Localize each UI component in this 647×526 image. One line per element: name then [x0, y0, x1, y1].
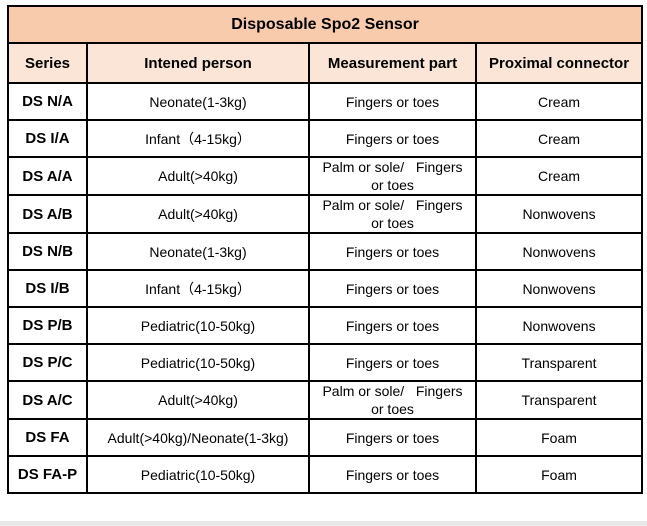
- cell-proximal-connector: Cream: [474, 82, 644, 121]
- table-row: DS N/A Neonate(1-3kg) Fingers or toes Cr…: [7, 82, 644, 121]
- bottom-strip: [0, 521, 647, 526]
- cell-series: DS FA-P: [7, 455, 88, 494]
- cell-intended-person: Adult(>40kg): [86, 380, 310, 420]
- cell-intended-person: Adult(>40kg)/Neonate(1-3kg): [86, 418, 310, 457]
- cell-intended-person: Infant（4-15kg）: [86, 119, 310, 158]
- cell-proximal-connector: Nonwovens: [474, 232, 644, 271]
- cell-proximal-connector: Nonwovens: [474, 306, 644, 345]
- cell-intended-person: Infant（4-15kg）: [86, 269, 310, 308]
- cell-series: DS A/B: [7, 194, 88, 234]
- cell-series: DS P/B: [7, 306, 88, 345]
- table-title: Disposable Spo2 Sensor: [6, 5, 644, 44]
- table-row: DS P/B Pediatric(10-50kg) Fingers or toe…: [7, 306, 644, 345]
- cell-series: DS A/C: [7, 380, 88, 420]
- cell-measurement-part: Fingers or toes: [308, 343, 477, 382]
- cell-measurement-part: Palm or sole/ Fingers or toes: [308, 156, 477, 196]
- cell-proximal-connector: Nonwovens: [474, 194, 644, 234]
- cell-intended-person: Neonate(1-3kg): [86, 232, 310, 271]
- cell-series: DS N/B: [7, 232, 88, 271]
- cell-series: DS P/C: [7, 343, 88, 382]
- cell-measurement-part: Fingers or toes: [308, 269, 477, 308]
- cell-proximal-connector: Foam: [474, 455, 644, 494]
- cell-proximal-connector: Foam: [474, 418, 644, 457]
- cell-proximal-connector: Cream: [474, 119, 644, 158]
- cell-intended-person: Adult(>40kg): [86, 194, 310, 234]
- table-row: DS N/B Neonate(1-3kg) Fingers or toes No…: [7, 232, 644, 271]
- cell-proximal-connector: Transparent: [474, 343, 644, 382]
- table-row: DS FA-P Pediatric(10-50kg) Fingers or to…: [7, 455, 644, 494]
- table-row: DS I/B Infant（4-15kg） Fingers or toes No…: [7, 269, 644, 308]
- cell-measurement-part: Fingers or toes: [308, 232, 477, 271]
- cell-measurement-part: Fingers or toes: [308, 119, 477, 158]
- column-header-measurement-part: Measurement part: [308, 42, 477, 84]
- cell-measurement-part: Palm or sole/ Fingers or toes: [308, 380, 477, 420]
- cell-series: DS FA: [7, 418, 88, 457]
- cell-measurement-part: Fingers or toes: [308, 418, 477, 457]
- cell-proximal-connector: Cream: [474, 156, 644, 196]
- cell-series: DS I/A: [7, 119, 88, 158]
- table-row: DS FA Adult(>40kg)/Neonate(1-3kg) Finger…: [7, 418, 644, 457]
- cell-proximal-connector: Transparent: [474, 380, 644, 420]
- cell-measurement-part: Fingers or toes: [308, 455, 477, 494]
- spo2-sensor-table: Disposable Spo2 Sensor Series Intened pe…: [6, 5, 644, 494]
- cell-intended-person: Adult(>40kg): [86, 156, 310, 196]
- cell-series: DS A/A: [7, 156, 88, 196]
- table-row: DS P/C Pediatric(10-50kg) Fingers or toe…: [7, 343, 644, 382]
- cell-measurement-part: Fingers or toes: [308, 306, 477, 345]
- cell-measurement-part: Fingers or toes: [308, 82, 477, 121]
- cell-measurement-part: Palm or sole/ Fingers or toes: [308, 194, 477, 234]
- cell-proximal-connector: Nonwovens: [474, 269, 644, 308]
- cell-intended-person: Neonate(1-3kg): [86, 82, 310, 121]
- column-header-series: Series: [7, 42, 88, 84]
- cell-series: DS N/A: [7, 82, 88, 121]
- column-header-intended-person: Intened person: [86, 42, 310, 84]
- cell-intended-person: Pediatric(10-50kg): [86, 306, 310, 345]
- title-row: Disposable Spo2 Sensor: [6, 5, 644, 44]
- cell-series: DS I/B: [7, 269, 88, 308]
- table-row: DS A/A Adult(>40kg) Palm or sole/ Finger…: [7, 156, 644, 196]
- cell-intended-person: Pediatric(10-50kg): [86, 343, 310, 382]
- header-row: Series Intened person Measurement part P…: [7, 42, 644, 84]
- table-row: DS A/C Adult(>40kg) Palm or sole/ Finger…: [7, 380, 644, 420]
- table-row: DS A/B Adult(>40kg) Palm or sole/ Finger…: [7, 194, 644, 234]
- table-row: DS I/A Infant（4-15kg） Fingers or toes Cr…: [7, 119, 644, 158]
- column-header-proximal-connector: Proximal connector: [474, 42, 644, 84]
- cell-intended-person: Pediatric(10-50kg): [86, 455, 310, 494]
